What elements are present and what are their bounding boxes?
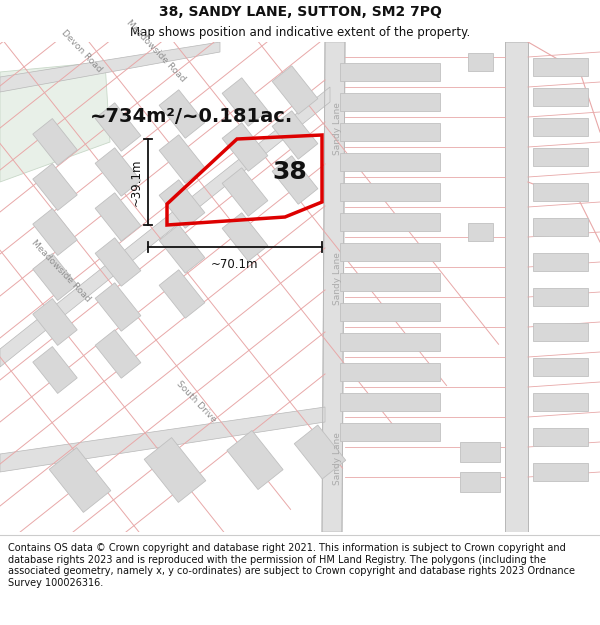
Bar [533,358,587,376]
Polygon shape [159,270,205,318]
Bar [533,393,587,411]
Polygon shape [222,122,268,171]
Polygon shape [222,213,268,261]
Bar [533,58,587,76]
Polygon shape [33,347,77,393]
Bar [340,273,440,291]
Polygon shape [95,102,141,151]
Text: Map shows position and indicative extent of the property.: Map shows position and indicative extent… [130,26,470,39]
Text: Sandy Lane: Sandy Lane [333,252,342,305]
Polygon shape [33,209,77,256]
Bar [533,323,587,341]
Bar [533,183,587,201]
Bar [340,333,440,351]
Polygon shape [0,87,330,367]
Polygon shape [49,448,111,512]
Bar [460,472,500,492]
Text: Contains OS data © Crown copyright and database right 2021. This information is : Contains OS data © Crown copyright and d… [8,543,575,588]
Bar [533,428,587,446]
Bar [467,223,493,241]
Polygon shape [95,192,141,241]
Text: ~70.1m: ~70.1m [211,259,259,271]
Bar [340,423,440,441]
Bar [533,118,587,136]
Bar [340,303,440,321]
Text: Devon Road: Devon Road [60,28,104,74]
Text: 38, SANDY LANE, SUTTON, SM2 7PQ: 38, SANDY LANE, SUTTON, SM2 7PQ [158,5,442,19]
Polygon shape [159,135,205,183]
Polygon shape [33,164,77,211]
Bar [533,253,587,271]
Polygon shape [95,148,141,196]
Polygon shape [222,78,268,126]
Bar [340,213,440,231]
Bar [340,243,440,261]
Polygon shape [272,111,318,159]
Polygon shape [95,282,141,331]
Text: Sandy Lane: Sandy Lane [333,432,342,485]
Polygon shape [505,42,528,532]
Polygon shape [159,90,205,138]
Bar [533,88,587,106]
Bar [533,218,587,236]
Bar [340,123,440,141]
Bar [340,93,440,111]
Polygon shape [322,42,345,532]
Polygon shape [159,225,205,273]
Text: ~39.1m: ~39.1m [130,158,143,206]
Polygon shape [222,168,268,216]
Bar [467,53,493,71]
Polygon shape [33,119,77,166]
Bar [340,363,440,381]
Polygon shape [227,431,283,489]
Polygon shape [272,66,318,114]
Bar [340,393,440,411]
Polygon shape [272,156,318,204]
Text: South Drive: South Drive [175,379,218,424]
Bar [533,288,587,306]
Polygon shape [95,330,141,378]
Polygon shape [0,407,325,472]
Polygon shape [144,438,206,503]
Text: Sandy Lane: Sandy Lane [333,102,342,155]
Bar [533,148,587,166]
Text: ~734m²/~0.181ac.: ~734m²/~0.181ac. [90,107,293,126]
Polygon shape [33,254,77,301]
Text: Meadowside Road: Meadowside Road [125,19,188,84]
Text: Meadowside Road: Meadowside Road [30,239,92,304]
Polygon shape [159,180,205,228]
Bar [533,463,587,481]
Polygon shape [294,425,346,479]
Bar [460,442,500,462]
Text: 38: 38 [272,160,307,184]
Bar [340,63,440,81]
Polygon shape [33,299,77,346]
Bar [340,153,440,171]
Bar [340,183,440,201]
Polygon shape [0,62,110,182]
Polygon shape [0,42,220,92]
Polygon shape [95,238,141,286]
